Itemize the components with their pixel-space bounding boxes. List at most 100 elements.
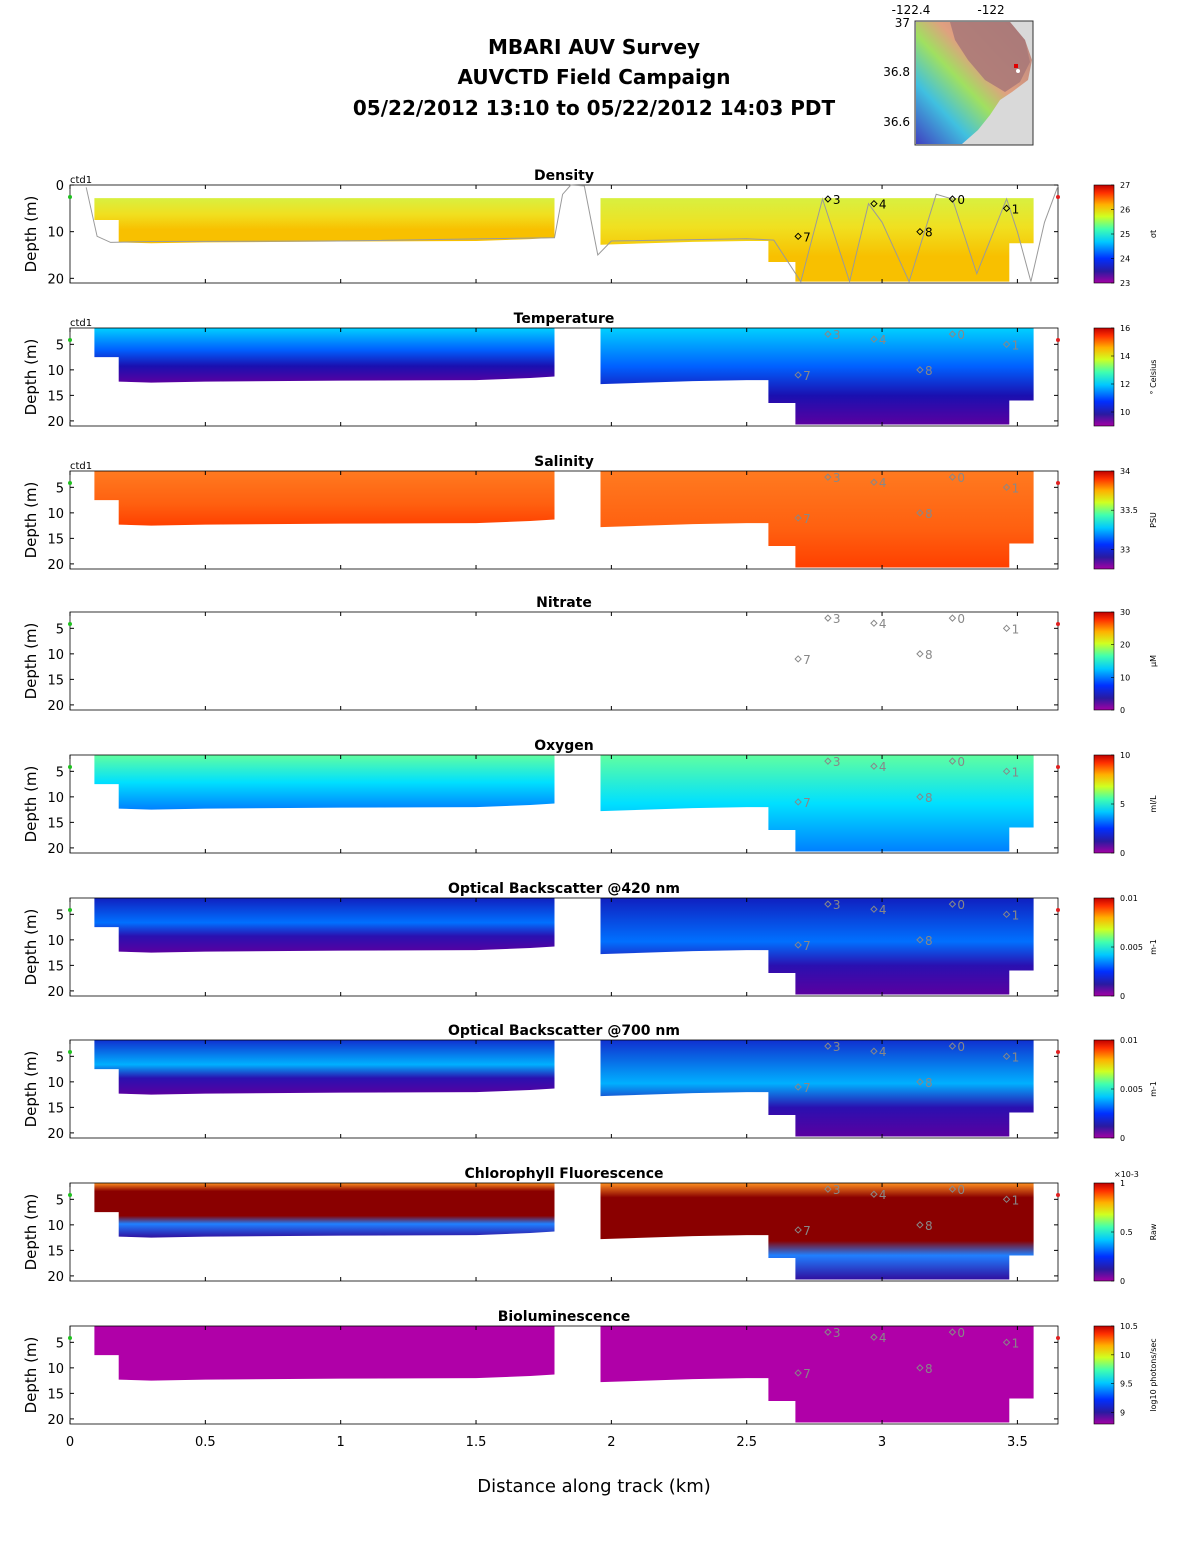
- colorbar-tick-label: 20: [1120, 641, 1130, 650]
- station-label: 7: [803, 1081, 811, 1095]
- x-tick-label: 1.5: [466, 1435, 487, 1450]
- platform-label: ctd1: [70, 175, 92, 186]
- station-marker: [948, 1185, 957, 1193]
- colorbar-tick-label: 16: [1120, 324, 1130, 333]
- station-marker: [1002, 767, 1011, 776]
- colorbar: [1093, 470, 1115, 570]
- x-tick-label: 1: [337, 1435, 345, 1450]
- y-tick-label: 10: [47, 364, 64, 379]
- track-end-dot: [1056, 622, 1060, 626]
- station-label: 0: [957, 755, 965, 769]
- track-start-dot: [68, 1050, 72, 1054]
- map-point: [1016, 69, 1020, 73]
- y-tick-label: 5: [56, 338, 64, 353]
- colorbar-tick-label: 30: [1120, 608, 1130, 617]
- colorbar-tick-label: 1: [1120, 1179, 1125, 1188]
- station-marker: [1002, 910, 1011, 919]
- y-axis-label: Depth (m): [22, 766, 40, 843]
- axes-box: [69, 470, 1059, 570]
- y-tick-label: 20: [47, 842, 64, 857]
- station-label: 0: [957, 1183, 965, 1197]
- y-axis-label: Depth (m): [22, 1051, 40, 1128]
- y-tick-label: 10: [47, 934, 64, 949]
- x-axis-label: Distance along track (km): [477, 1476, 711, 1497]
- station-label: 8: [925, 1362, 933, 1376]
- station-label: 1: [1012, 338, 1020, 352]
- x-tick-label: 0: [66, 1435, 74, 1450]
- station-label: 4: [879, 476, 887, 490]
- colorbar-tick-label: 0.5: [1120, 1228, 1133, 1237]
- y-axis-label: Depth (m): [22, 1194, 40, 1271]
- station-marker: [948, 195, 957, 203]
- axes-box: [69, 1182, 1059, 1282]
- track-start-dot: [68, 1336, 72, 1340]
- panel-title: Bioluminescence: [498, 1309, 631, 1325]
- colorbar-tick-label: 5: [1120, 800, 1125, 809]
- station-label: 1: [1012, 622, 1020, 636]
- y-tick-label: 20: [47, 272, 64, 287]
- station-marker: [870, 1333, 878, 1341]
- y-tick-label: 5: [56, 1193, 64, 1208]
- auv-depth-trace: [85, 184, 1059, 284]
- track-end-dot: [1056, 1193, 1060, 1197]
- panel-nitrate: 5 10 15 20 Nitrate Depth (m) 3 4 0 1 7 8 0 10 20 30 μM: [22, 595, 1158, 715]
- colorbar-tick-label: 0: [1120, 1277, 1125, 1286]
- panel-temperature: 5 10 15 20 Temperature Depth (m) ctd1 3 4 0 1 7 8 10 1…: [22, 311, 1158, 430]
- colorbar: [1093, 611, 1115, 711]
- axes-box: [69, 611, 1059, 711]
- station-label: 7: [803, 1367, 811, 1381]
- axes-box: [69, 1039, 1059, 1139]
- y-tick-label: 20: [47, 699, 64, 714]
- colorbar-tick-label: 23: [1120, 279, 1130, 288]
- y-tick-label: 20: [47, 985, 64, 1000]
- y-tick-label: 15: [47, 532, 64, 547]
- panel-title: Optical Backscatter @420 nm: [448, 881, 680, 897]
- station-label: 8: [925, 1076, 933, 1090]
- station-label: 4: [879, 1188, 887, 1202]
- colorbar-tick-label: 10.5: [1120, 1322, 1138, 1331]
- y-tick-label: 10: [47, 1362, 64, 1377]
- colorbar: [1093, 327, 1115, 427]
- station-marker: [1002, 1338, 1011, 1347]
- station-label: 7: [803, 1224, 811, 1238]
- y-tick-label: 10: [47, 1219, 64, 1234]
- y-tick-label: 15: [47, 816, 64, 831]
- axes-box: [69, 327, 1059, 427]
- data-section-2: [600, 471, 1034, 568]
- station-marker: [916, 936, 924, 944]
- panel-title: Temperature: [514, 311, 615, 327]
- station-marker: [916, 227, 924, 236]
- colorbar-tick-label: 10: [1120, 1351, 1130, 1360]
- data-section-2: [600, 328, 1034, 425]
- station-marker: [824, 1042, 832, 1050]
- panel-title: Optical Backscatter @700 nm: [448, 1023, 680, 1039]
- colorbar-label: ° Celsius: [1149, 360, 1158, 395]
- platform-label: ctd1: [70, 318, 92, 329]
- data-section-2: [600, 1326, 1034, 1423]
- station-marker: [824, 900, 832, 908]
- station-marker: [794, 798, 802, 806]
- y-tick-label: 15: [47, 959, 64, 974]
- station-marker: [794, 371, 802, 379]
- track-end-dot: [1056, 1050, 1060, 1054]
- station-marker: [1002, 204, 1011, 213]
- track-start-dot: [68, 481, 72, 485]
- y-tick-label: 20: [47, 558, 64, 573]
- station-label: 4: [879, 617, 887, 631]
- station-label: 3: [833, 193, 841, 207]
- colorbar-tick-label: 33.5: [1120, 506, 1138, 515]
- track-end-dot: [1056, 195, 1060, 199]
- track-end-dot: [1056, 481, 1060, 485]
- colorbar-tick-label: 9: [1120, 1408, 1125, 1417]
- station-marker: [794, 1226, 802, 1234]
- station-label: 0: [957, 328, 965, 342]
- x-tick-label: 2.5: [736, 1435, 757, 1450]
- figure-title-line3: 05/22/2012 13:10 to 05/22/2012 14:03 PDT: [353, 96, 836, 120]
- track-start-dot: [68, 338, 72, 342]
- station-label: 4: [879, 333, 887, 347]
- station-marker: [824, 1185, 832, 1193]
- y-tick-label: 10: [47, 226, 64, 241]
